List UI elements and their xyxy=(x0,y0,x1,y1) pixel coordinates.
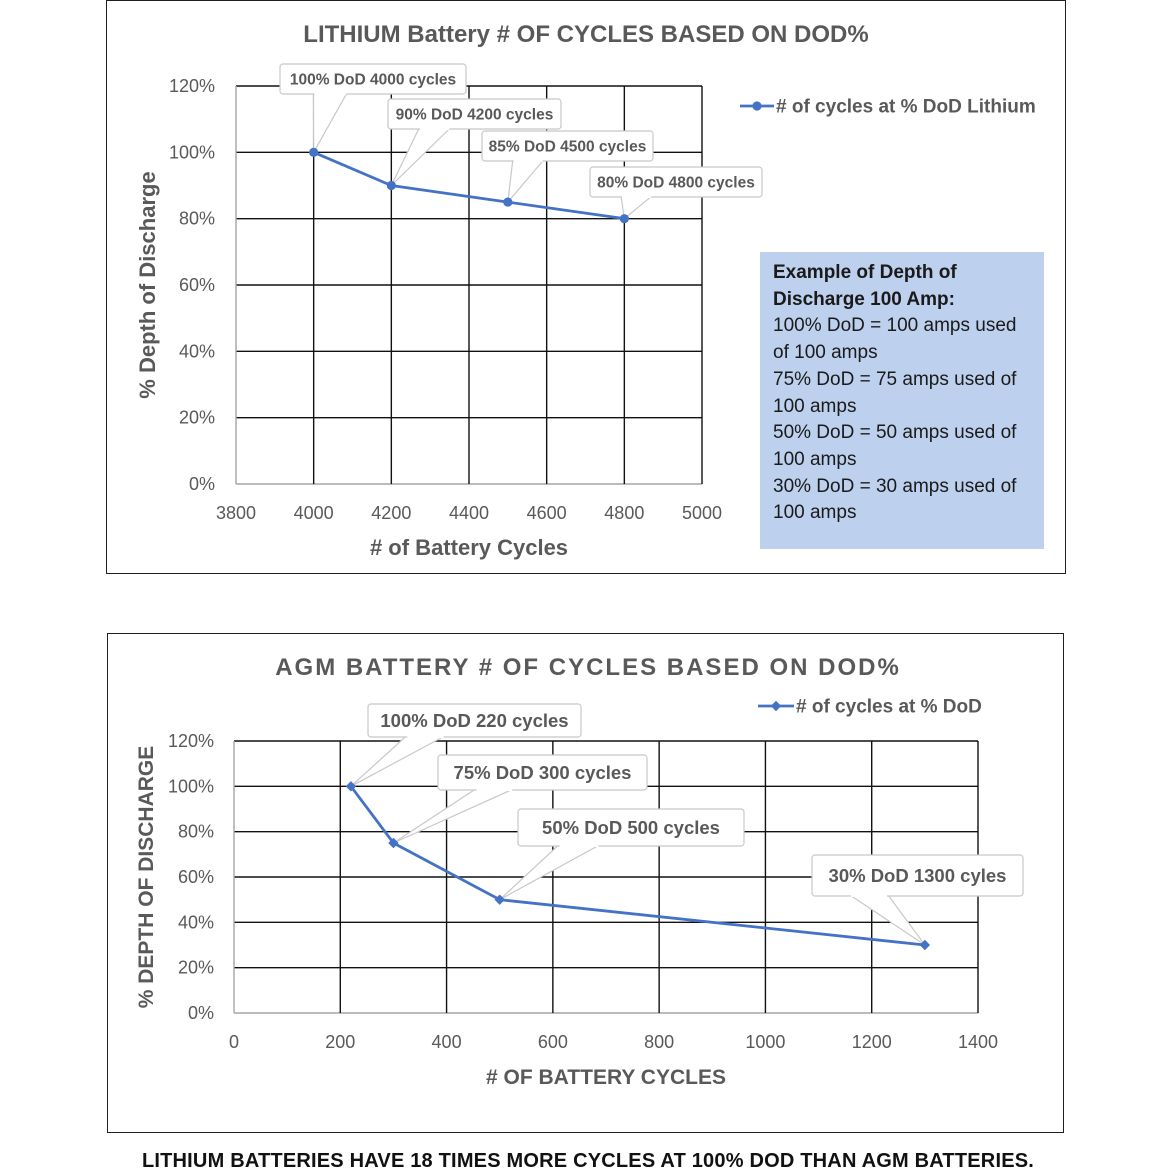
data-point xyxy=(919,939,931,951)
data-point xyxy=(388,837,399,849)
y-axis-label: % DEPTH OF DISCHARGE xyxy=(135,746,158,1009)
y-tick-label: 120% xyxy=(169,76,215,96)
data-point xyxy=(619,214,629,224)
data-label: 85% DoD 4500 cycles xyxy=(489,138,647,155)
dod-example-line: 100 amps xyxy=(773,395,857,417)
data-point xyxy=(309,147,319,157)
x-tick-label: 1400 xyxy=(958,1032,998,1052)
y-tick-label: 0% xyxy=(189,474,215,494)
x-tick-label: 400 xyxy=(432,1032,462,1052)
y-tick-label: 80% xyxy=(179,209,215,229)
x-tick-label: 4800 xyxy=(604,503,644,523)
x-tick-label: 0 xyxy=(229,1032,239,1052)
callout-box xyxy=(589,166,763,198)
x-tick-label: 1200 xyxy=(852,1032,892,1052)
dod-example-line: of 100 amps xyxy=(773,342,878,364)
y-tick-label: 40% xyxy=(178,912,214,932)
x-axis-label: # OF BATTERY CYCLES xyxy=(486,1066,726,1089)
data-label: 75% DoD 300 cycles xyxy=(454,762,632,783)
data-point xyxy=(503,197,513,207)
y-tick-label: 40% xyxy=(179,341,215,361)
x-tick-label: 800 xyxy=(644,1032,674,1052)
y-tick-label: 60% xyxy=(179,275,215,295)
dod-example-header-1: Example of Depth of xyxy=(773,262,957,283)
callout-box xyxy=(387,98,562,130)
chart-title: LITHIUM Battery # OF CYCLES BASED ON DOD… xyxy=(303,21,868,48)
y-tick-label: 20% xyxy=(179,408,215,428)
data-point xyxy=(494,894,505,905)
data-point xyxy=(386,180,396,191)
callout-pointer xyxy=(499,844,600,901)
y-tick-label: 20% xyxy=(178,958,214,978)
callout-box xyxy=(279,63,467,95)
callout-pointer xyxy=(507,159,545,204)
dod-example-line: 50% DoD = 50 amps used of xyxy=(773,422,1017,444)
y-tick-label: 80% xyxy=(178,822,214,842)
legend-label: # of cycles at % DoD xyxy=(796,697,982,718)
legend-label: # of cycles at % DoD Lithium xyxy=(776,97,1036,118)
x-tick-label: 4600 xyxy=(527,503,567,523)
callout-pointer xyxy=(393,788,514,844)
callout-box xyxy=(437,754,648,791)
callout-box xyxy=(517,808,745,847)
data-label: 100% DoD 4000 cycles xyxy=(290,71,456,88)
y-tick-label: 120% xyxy=(168,731,214,751)
x-tick-label: 3800 xyxy=(216,503,256,523)
x-axis-label: # of Battery Cycles xyxy=(370,535,568,560)
dod-example-header-2: Discharge 100 Amp: xyxy=(773,288,955,310)
data-label: 100% DoD 220 cycles xyxy=(380,710,568,731)
x-tick-label: 4400 xyxy=(449,503,489,523)
x-tick-label: 200 xyxy=(325,1032,355,1052)
legend-marker xyxy=(752,101,762,111)
data-label: 50% DoD 500 cycles xyxy=(542,817,720,838)
data-label: 80% DoD 4800 cycles xyxy=(597,174,755,191)
x-tick-label: 5000 xyxy=(682,503,722,523)
dod-example-line: 100 amps xyxy=(773,502,857,524)
callout-box xyxy=(811,854,1024,897)
data-label: 30% DoD 1300 cyles xyxy=(829,865,1007,886)
callout-pointer xyxy=(350,735,445,787)
x-tick-label: 1000 xyxy=(745,1032,785,1052)
dod-example-line: 100% DoD = 100 amps used xyxy=(773,315,1017,337)
dod-example-line: 75% DoD = 75 amps used of xyxy=(773,368,1017,390)
y-axis-label: % Depth of Discharge xyxy=(135,171,160,398)
series-line xyxy=(349,785,926,947)
dod-example-box: Example of Depth of Discharge 100 Amp: 1… xyxy=(760,252,1044,549)
dod-example-line: 30% DoD = 30 amps used of xyxy=(773,475,1017,497)
data-label: 90% DoD 4200 cycles xyxy=(396,106,554,123)
callout-box xyxy=(481,130,654,162)
x-tick-label: 600 xyxy=(538,1032,568,1052)
y-tick-label: 100% xyxy=(169,142,215,162)
series-line xyxy=(313,151,625,221)
dod-example-line: 100 amps xyxy=(773,448,857,470)
callout-box xyxy=(367,703,582,738)
data-point xyxy=(345,781,357,792)
callout-pointer xyxy=(390,127,452,186)
footer-caption: LITHIUM BATTERIES HAVE 18 TIMES MORE CYC… xyxy=(141,1150,1035,1172)
legend-marker xyxy=(770,700,782,712)
chart-title: AGM BATTERY # OF CYCLES BASED ON DOD% xyxy=(275,654,901,681)
callout-pointer xyxy=(312,92,348,155)
y-tick-label: 0% xyxy=(188,1003,214,1023)
x-tick-label: 4200 xyxy=(371,503,411,523)
y-tick-label: 100% xyxy=(168,776,214,796)
x-tick-label: 4000 xyxy=(294,503,334,523)
y-tick-label: 60% xyxy=(178,867,214,887)
